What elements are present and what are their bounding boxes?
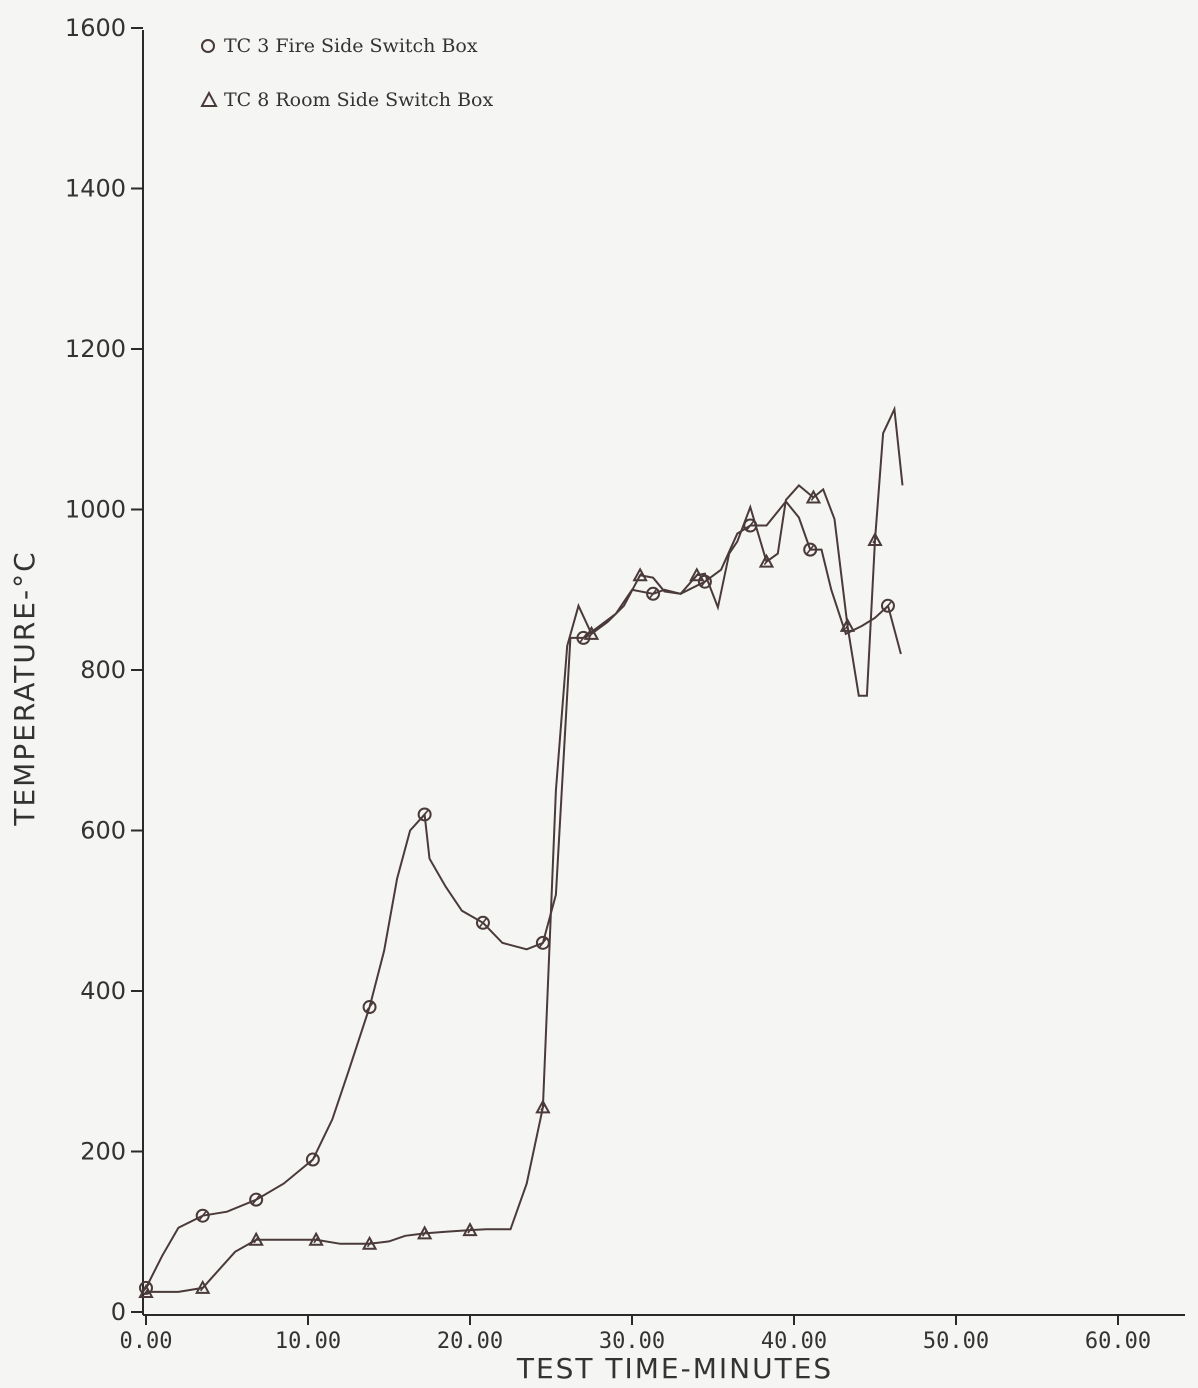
data-point-tc3-slash	[538, 937, 548, 948]
y-tick-label: 600	[80, 817, 126, 845]
data-point-tc8	[839, 617, 856, 632]
data-point-tc3-slash	[478, 917, 488, 928]
series-line-tc3	[145, 499, 902, 1289]
data-point-tc8-slash	[143, 1288, 149, 1296]
data-point-tc8	[361, 1235, 378, 1250]
data-point-tc3-slash	[252, 1194, 261, 1205]
y-tick-label: 1000	[65, 496, 126, 524]
data-point-tc8-slash	[421, 1229, 428, 1237]
data-point-tc8-slash	[540, 1103, 546, 1111]
legend-item-tc3: TC 3 Fire Side Switch Box	[201, 35, 478, 57]
x-axis-title: TEST TIME-MINUTES	[516, 1352, 833, 1385]
x-tick-label: 60.00	[1085, 1329, 1151, 1354]
data-point-tc3-slash	[308, 1154, 317, 1165]
data-point-tc8	[138, 1283, 154, 1298]
data-point-tc3-slash	[579, 632, 588, 643]
legend: TC 3 Fire Side Switch Box TC 8 Room Side…	[200, 35, 493, 111]
data-point-tc8	[535, 1099, 551, 1114]
data-point-tc3	[880, 598, 895, 613]
data-point-tc8-slash	[588, 630, 595, 638]
data-point-tc3-slash	[746, 520, 755, 531]
data-point-tc8-slash	[253, 1236, 259, 1244]
x-tick-label: 40.00	[761, 1329, 827, 1354]
x-tick-label: 10.00	[275, 1329, 341, 1354]
legend-triangle-marker	[200, 90, 218, 107]
data-point-tc3	[305, 1152, 320, 1167]
data-point-tc3-slash	[420, 809, 429, 820]
data-point-tc8	[689, 567, 705, 582]
axis-ticks: 0 200 400 600 800 1000 1200 1400 1600 0.00 10.00 20…	[65, 14, 1151, 1354]
series-line-tc8	[146, 405, 904, 1293]
legend-label-tc8: TC 8 Room Side Switch Box	[224, 89, 493, 111]
data-point-tc3	[646, 586, 661, 601]
data-point-tc8	[462, 1222, 478, 1237]
series-layer	[138, 405, 904, 1298]
x-tick-label: 30.00	[599, 1329, 665, 1354]
x-tick-label: 20.00	[437, 1329, 503, 1354]
y-tick-label: 0	[111, 1298, 126, 1326]
data-point-tc8-slash	[467, 1226, 473, 1234]
data-point-tc8-slash	[313, 1236, 319, 1244]
data-point-tc8	[758, 553, 775, 568]
data-point-tc3	[139, 1280, 153, 1295]
data-point-tc8	[308, 1231, 324, 1246]
data-point-tc8	[416, 1225, 433, 1240]
data-point-tc8	[805, 489, 822, 504]
axes	[142, 30, 1185, 1316]
x-tick-label: 0.00	[120, 1329, 173, 1354]
data-point-tc8-slash	[872, 536, 878, 544]
y-tick-label: 1400	[65, 175, 126, 203]
y-tick-label: 200	[80, 1138, 126, 1166]
data-point-tc3-slash	[806, 544, 815, 555]
data-point-tc8	[248, 1231, 264, 1246]
legend-label-tc3: TC 3 Fire Side Switch Box	[224, 35, 478, 57]
data-point-tc3	[417, 807, 432, 822]
data-point-tc8-slash	[366, 1240, 373, 1248]
data-point-tc3	[475, 915, 490, 930]
data-point-tc8	[632, 567, 648, 582]
y-axis-title: TEMPERATURE-°C	[8, 550, 41, 826]
data-point-tc3	[803, 542, 818, 557]
legend-item-tc8: TC 8 Room Side Switch Box	[200, 89, 493, 111]
data-point-tc3-slash	[198, 1210, 207, 1221]
y-tick-label: 800	[80, 656, 126, 684]
y-tick-label: 1200	[65, 335, 126, 363]
data-point-tc8-slash	[694, 571, 700, 579]
y-tick-label: 1600	[65, 14, 126, 42]
data-point-tc8-slash	[637, 571, 643, 579]
legend-circle-marker	[201, 39, 215, 53]
data-point-tc3	[195, 1208, 210, 1223]
data-point-tc8-slash	[810, 494, 817, 501]
data-point-tc8	[583, 625, 600, 640]
data-point-tc8-slash	[763, 558, 770, 566]
data-point-tc8	[195, 1279, 211, 1294]
data-point-tc3	[249, 1192, 264, 1207]
x-tick-label: 50.00	[923, 1329, 989, 1354]
data-point-tc3	[362, 1000, 377, 1015]
data-point-tc8	[867, 531, 883, 546]
data-point-tc3-slash	[883, 600, 893, 611]
data-point-tc3-slash	[648, 588, 658, 599]
data-point-tc3-slash	[365, 1002, 374, 1013]
y-tick-label: 400	[80, 977, 126, 1005]
data-point-tc8-slash	[844, 622, 851, 630]
data-point-tc8-slash	[200, 1284, 206, 1292]
